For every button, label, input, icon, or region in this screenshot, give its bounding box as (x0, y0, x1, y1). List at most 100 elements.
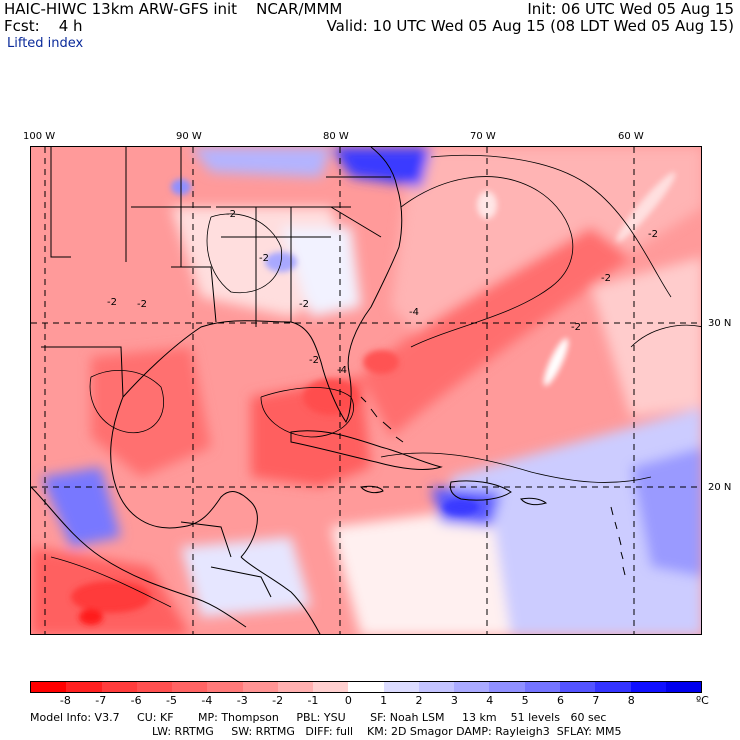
field-east-atlantic-pale (591, 257, 701, 417)
colorbar-swatch (595, 682, 631, 692)
colorbar-tick-label: 8 (627, 694, 635, 707)
central-america-borders (180, 521, 272, 598)
coastlines-borders (31, 147, 626, 634)
colorbar-swatch (242, 682, 278, 692)
field-southeast-pale (281, 227, 361, 317)
colorbar-swatch (489, 682, 525, 692)
lon-label-100w: 100 W (23, 131, 56, 142)
colorbar-swatch (348, 682, 384, 692)
mexico-gulf-coast (110, 396, 258, 558)
colorbar-tick-label: -3 (236, 694, 248, 707)
field-gulf-core (303, 379, 359, 415)
colorbar-tick-label: 0 (344, 694, 352, 707)
colorbar-tick-label: 4 (486, 694, 494, 707)
model-info-line1: Model Info: V3.7 CU: KF MP: Thompson PBL… (30, 711, 607, 724)
lifted-index-map: -2 -2 -2 -2 -2 -4 -4 -2 -2 -2 -2 (30, 146, 702, 635)
contour-m4-gulf (260, 387, 354, 438)
field-hispaniola-core (443, 499, 479, 515)
contour-label: -2 (226, 209, 236, 220)
title-right-line2: Valid: 10 UTC Wed 05 Aug 15 (08 LDT Wed … (326, 17, 734, 35)
title-right-line1: Init: 06 UTC Wed 05 Aug 15 (527, 0, 734, 18)
field-bahamas-core (363, 350, 399, 374)
contour-label: -2 (299, 299, 309, 310)
colorbar-swatch (383, 682, 419, 692)
contour-m2-central (206, 213, 283, 294)
central-america-coast (240, 556, 321, 634)
colorbar-swatch (524, 682, 560, 692)
colorbar-swatch (630, 682, 666, 692)
lon-label-80w: 80 W (323, 131, 349, 142)
colorbar-swatch (665, 682, 702, 692)
field-atlantic-light-band (391, 147, 701, 347)
contour-labels: -2 -2 -2 -2 -2 -4 -4 -2 -2 -2 -2 (107, 209, 658, 376)
colorbar-tick-label: -1 (307, 694, 319, 707)
lon-label-60w: 60 W (618, 131, 644, 142)
title-left-line1: HAIC-HIWC 13km ARW-GFS init NCAR/MMM (4, 0, 343, 18)
field-caribbean-central-pale (331, 507, 511, 634)
us-gulf-coast (122, 147, 403, 423)
lon-label-90w: 90 W (176, 131, 202, 142)
contour-label: -2 (259, 253, 269, 264)
field-canada-blue (191, 147, 331, 177)
colorbar (30, 681, 702, 693)
contours (50, 154, 701, 608)
title-left-line2: Fcst: 4 h (4, 17, 83, 35)
colorbar-tick-label: -2 (272, 694, 284, 707)
contour-m4-northeast (400, 176, 574, 348)
colorbar-tick-label: 2 (415, 694, 423, 707)
colorbar-tick-label: -5 (165, 694, 177, 707)
colorbar-swatch (313, 682, 349, 692)
field-pacific-spot (79, 609, 103, 625)
contour-m2-atlantic (430, 154, 672, 298)
mexico-pacific-coast (31, 486, 247, 628)
contour-m2-pacific (50, 556, 172, 608)
colorbar-tick-label: 7 (592, 694, 600, 707)
lesser-antilles (610, 506, 626, 576)
colorbar-swatch (136, 682, 173, 692)
contour-label: -2 (107, 297, 117, 308)
colorbar-swatch (559, 682, 596, 692)
jamaica (360, 485, 384, 494)
field-fine-detail (71, 172, 676, 625)
field-gulf-stream-strong (361, 227, 631, 437)
field-caribbean-east-blue (451, 407, 701, 634)
colorbar-swatch (66, 682, 102, 692)
contour-m2-mexico (89, 370, 164, 434)
contour-label: -2 (648, 229, 658, 240)
bahamas (360, 396, 404, 443)
colorbar-swatch (101, 682, 137, 692)
contour-label: -2 (571, 322, 581, 333)
colorbar-tick-label: 5 (521, 694, 529, 707)
field-far-east-blue (631, 447, 701, 577)
state-borders-2 (41, 176, 391, 398)
colorbar-tick-label: -6 (130, 694, 142, 707)
lat-label-20n: 20 N (708, 482, 732, 493)
colorbar-tick-label: 3 (450, 694, 458, 707)
colorbar-swatch (418, 682, 455, 692)
colorbar-tick-label: 6 (557, 694, 565, 707)
colorbar-swatch (31, 682, 67, 692)
contour-label: -2 (601, 273, 611, 284)
lat-label-30n: 30 N (708, 318, 732, 329)
contour-label: -4 (409, 307, 419, 318)
field-atlantic-streak (543, 338, 569, 386)
field-central-america-pale (181, 537, 311, 617)
colorbar-tick-label: -4 (201, 694, 213, 707)
contour-m2-east (630, 324, 701, 348)
colorbar-swatch (172, 682, 208, 692)
hispaniola (449, 480, 512, 501)
contour-label: -4 (337, 365, 347, 376)
colorbar-swatch (454, 682, 490, 692)
contour-m2-caribbean (380, 452, 652, 483)
puerto-rico (520, 497, 548, 506)
contour-label: -2 (309, 355, 319, 366)
field-name: Lifted index (7, 36, 84, 51)
colorbar-tick-label: -7 (95, 694, 107, 707)
colorbar-swatch (277, 682, 314, 692)
colorbar-tick-label: 1 (380, 694, 388, 707)
field-east-streak (616, 172, 676, 242)
colorbar-tick-label: -8 (59, 694, 71, 707)
colorbar-swatch (207, 682, 243, 692)
model-info-line2: LW: RRTMG SW: RRTMG DIFF: full KM: 2D Sm… (152, 725, 622, 738)
colorbar-unit: ºC (696, 694, 709, 707)
